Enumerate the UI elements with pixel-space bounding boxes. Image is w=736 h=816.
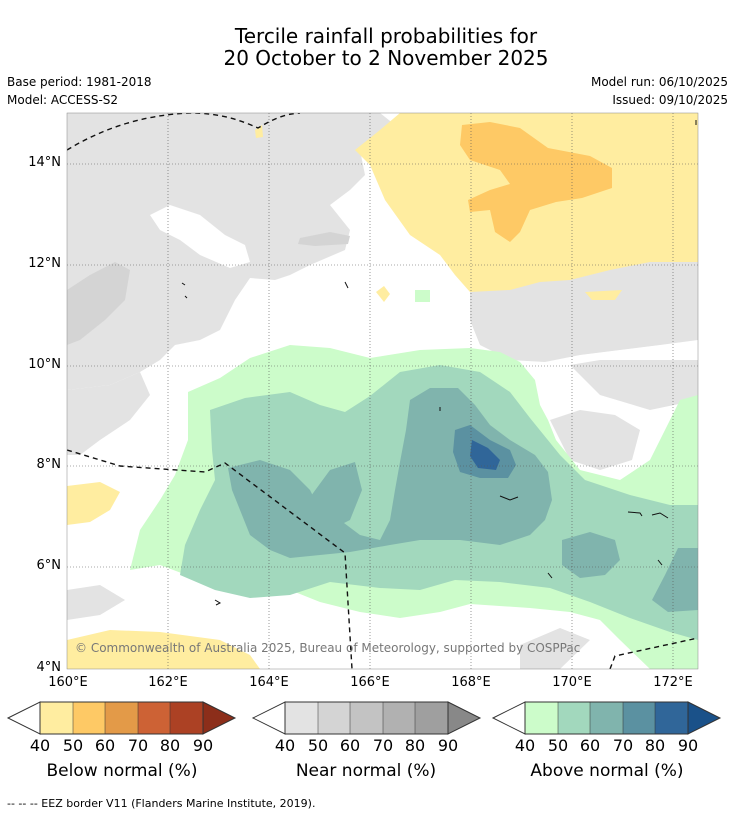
colorbar-near-60-70 xyxy=(350,702,383,734)
issued-date: Issued: 09/10/2025 xyxy=(612,93,728,107)
lon-label-160e: 160°E xyxy=(48,675,88,690)
colorbar-above-50-60 xyxy=(558,702,590,734)
graticule xyxy=(67,113,698,669)
lat-label-6n: 6°N xyxy=(36,558,62,573)
below-tick-50: 50 xyxy=(62,736,84,755)
lon-label-164e: 164°E xyxy=(249,675,289,690)
near-normal-region-west xyxy=(67,372,150,455)
above-tick-70: 70 xyxy=(612,736,634,755)
below-tick-40: 40 xyxy=(29,736,51,755)
colorbar-near-40-50 xyxy=(285,702,318,734)
colorbar-near-50-60 xyxy=(318,702,350,734)
near-normal-50-patch-1 xyxy=(67,262,130,345)
colorbar-below-normal xyxy=(6,701,237,735)
above-tick-60: 60 xyxy=(579,736,601,755)
lat-label-10n: 10°N xyxy=(28,357,61,372)
near-tick-90: 90 xyxy=(437,736,459,755)
colorbar-below-70-80 xyxy=(138,702,170,734)
copyright-notice: © Commonwealth of Australia 2025, Bureau… xyxy=(75,641,581,655)
colorbar-below-60-70 xyxy=(105,702,138,734)
near-tick-60: 60 xyxy=(339,736,361,755)
below-normal-title: Below normal (%) xyxy=(46,761,198,781)
lat-label-4n: 4°N xyxy=(36,660,62,675)
near-normal-region-sw xyxy=(67,585,125,620)
above-normal-80-core xyxy=(470,440,500,470)
below-normal-patch-sw xyxy=(67,630,260,669)
lat-label-12n: 12°N xyxy=(28,256,61,271)
lon-label-166e: 166°E xyxy=(350,675,390,690)
below-tick-80: 80 xyxy=(159,736,181,755)
below-normal-dot-2 xyxy=(585,290,622,300)
eez-footnote: -- -- -- EEZ border V11 (Flanders Marine… xyxy=(7,797,316,810)
map-title-line-2: 20 October to 2 November 2025 xyxy=(223,46,549,70)
lon-label-170e: 170°E xyxy=(552,675,592,690)
base-period: Base period: 1981-2018 xyxy=(7,75,152,89)
colorbar-above-70-80 xyxy=(623,702,655,734)
below-tick-60: 60 xyxy=(94,736,116,755)
near-normal-region-s xyxy=(520,628,590,669)
below-tick-90: 90 xyxy=(192,736,214,755)
near-normal-region-east2 xyxy=(550,410,640,470)
near-normal-title: Near normal (%) xyxy=(295,761,437,781)
lon-label-162e: 162°E xyxy=(148,675,188,690)
colorbar-near-70-80 xyxy=(383,702,415,734)
colorbar-below-80-90 xyxy=(170,702,203,734)
near-normal-50-patch-2 xyxy=(298,232,350,246)
map-title-line-1: Tercile rainfall probabilities for xyxy=(234,24,538,48)
below-tick-70: 70 xyxy=(127,736,149,755)
islands xyxy=(181,120,697,606)
map-frame xyxy=(66,112,699,670)
near-tick-50: 50 xyxy=(307,736,329,755)
near-tick-70: 70 xyxy=(372,736,394,755)
above-tick-80: 80 xyxy=(644,736,666,755)
above-normal-60-patch-e xyxy=(562,532,620,578)
above-normal-60-patch-w xyxy=(284,462,362,555)
below-normal-50-core xyxy=(460,122,612,242)
colorbar-below-50-60 xyxy=(73,702,105,734)
colorbar-above-80-90 xyxy=(655,702,688,734)
map-regions xyxy=(67,113,698,669)
near-tick-40: 40 xyxy=(274,736,296,755)
above-tick-40: 40 xyxy=(514,736,536,755)
colorbar-near-normal xyxy=(251,701,482,735)
above-normal-title: Above normal (%) xyxy=(530,761,684,781)
colorbar-above-normal xyxy=(491,701,722,735)
below-normal-patch-w xyxy=(67,482,120,525)
lon-label-168e: 168°E xyxy=(451,675,491,690)
colorbar-below-40-50 xyxy=(40,702,73,734)
above-normal-40-patch-ne xyxy=(415,290,430,302)
eez-borders xyxy=(67,113,698,669)
model-run-date: Model run: 06/10/2025 xyxy=(590,75,728,89)
model-name: Model: ACCESS-S2 xyxy=(7,93,119,107)
colorbar-above-40-50 xyxy=(525,702,558,734)
colorbar-near-80-90 xyxy=(415,702,448,734)
lat-label-14n: 14°N xyxy=(28,155,61,170)
near-tick-80: 80 xyxy=(404,736,426,755)
above-tick-90: 90 xyxy=(677,736,699,755)
above-tick-50: 50 xyxy=(547,736,569,755)
near-normal-region-ne-edge xyxy=(570,360,698,410)
below-normal-dot-3 xyxy=(255,125,263,138)
colorbar-above-60-70 xyxy=(590,702,623,734)
lat-label-8n: 8°N xyxy=(36,457,62,472)
near-normal-hole-nw xyxy=(150,205,250,268)
below-normal-dot-1 xyxy=(376,286,390,302)
lon-label-172e: 172°E xyxy=(653,675,693,690)
above-normal-60-patch-se xyxy=(652,548,698,612)
